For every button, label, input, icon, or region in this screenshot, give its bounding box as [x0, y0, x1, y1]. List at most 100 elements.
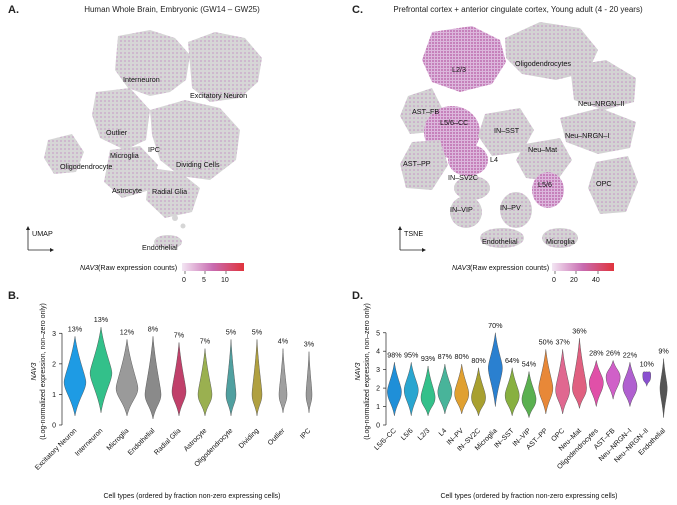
- umap-axis-label: UMAP: [32, 229, 53, 238]
- label-ipc: IPC: [148, 145, 160, 154]
- percent-label: 7%: [174, 330, 185, 339]
- cluster-astpp-blob: [400, 140, 448, 190]
- y-tick-label: 3: [52, 331, 56, 338]
- label-l4: L4: [490, 155, 498, 164]
- violin-15: [622, 362, 638, 407]
- legend-c-colorbar: [552, 263, 614, 271]
- percent-label: 22%: [623, 350, 638, 359]
- violin-2: [403, 362, 419, 416]
- label-radial-glia: Radial Glia: [152, 187, 187, 196]
- y-tick-label: 0: [376, 423, 380, 430]
- legend-c-tick-2: 40: [592, 277, 600, 284]
- percent-label: 87%: [438, 352, 453, 361]
- violin-11: [555, 349, 570, 414]
- violin-10: [305, 351, 313, 413]
- y-tick-label: 5: [376, 330, 380, 337]
- cluster-nrgn1-blob: [560, 108, 636, 154]
- y-tick-label: 0: [52, 423, 56, 430]
- label-in-pv: IN–PV: [500, 203, 521, 212]
- percent-label: 5%: [226, 327, 237, 336]
- category-label: IPC: [299, 427, 312, 440]
- panel-a-title: Human Whole Brain, Embryonic (GW14 – GW2…: [84, 5, 260, 14]
- umap-clusters: [44, 30, 262, 249]
- label-endothelial-c: Endothelial: [482, 237, 518, 246]
- legend-a-tick-0: 0: [182, 277, 186, 284]
- y-tick-label: 2: [376, 386, 380, 393]
- cluster-astro-blob: [104, 146, 158, 198]
- violin-14: [605, 360, 621, 400]
- cluster-nrgn2-blob: [570, 60, 636, 110]
- category-label: L2/3: [417, 427, 432, 442]
- category-label: L5/6–CC: [373, 427, 397, 451]
- category-label: Microglia: [106, 427, 131, 452]
- violin-16: [642, 371, 651, 387]
- legend-c: NAV3 (Raw expression counts) 0 20 40: [452, 263, 614, 284]
- violin-1: [387, 362, 402, 416]
- cluster-oligo-blob: [44, 134, 84, 174]
- label-microglia-c: Microglia: [546, 237, 575, 246]
- y-tick-label: 1: [52, 392, 56, 399]
- cluster-neumat-blob: [516, 138, 572, 182]
- legend-a-tick-2: 10: [221, 277, 229, 284]
- label-in-sv2c: IN–SV2C: [448, 173, 478, 182]
- legend-a-gene: NAV3: [80, 263, 98, 272]
- panel-b-letter: B.: [8, 290, 19, 302]
- violin-8: [504, 367, 520, 416]
- category-label: L4: [438, 427, 449, 438]
- cluster-inpv-blob: [500, 192, 532, 228]
- legend-a-tick-1: 5: [202, 277, 206, 284]
- y-tick-label: 2: [52, 361, 56, 368]
- cluster-insv2c-blob: [454, 176, 490, 200]
- violin-8: [251, 339, 263, 416]
- violin-17: [659, 358, 668, 418]
- y-tick-label: 3: [376, 367, 380, 374]
- y-axis-title: NAV3 (Log-normalized expression, non–zero…: [31, 303, 47, 440]
- legend-c-gene: NAV3: [452, 263, 470, 272]
- cluster-microglia-c-blob: [542, 228, 578, 248]
- y-tick-label: 4: [376, 349, 380, 356]
- label-excitatory-neuron: Excitatory Neuron: [190, 91, 247, 100]
- percent-label: 4%: [278, 337, 289, 346]
- cluster-opc-blob: [588, 156, 638, 214]
- label-interneuron: Interneuron: [123, 75, 160, 84]
- panel-c-letter: C.: [352, 4, 363, 16]
- violin-2: [89, 327, 113, 413]
- percent-label: 8%: [148, 324, 159, 333]
- violin-6: [471, 367, 486, 416]
- violin-9: [521, 371, 537, 418]
- label-dividing-cells: Dividing Cells: [176, 160, 220, 169]
- violin-5: [454, 364, 469, 414]
- violin-9: [278, 348, 288, 413]
- legend-c-tick-1: 20: [570, 277, 578, 284]
- cluster-interneuron-blob: [115, 30, 190, 96]
- percent-label: 12%: [120, 327, 135, 336]
- cluster-l4-blob: [448, 144, 488, 176]
- cluster-outlier-blob: [92, 88, 150, 150]
- violin-chart-d: 0 1 2 3 4 5 NAV3 (Log-normalized expression, no…: [355, 303, 669, 500]
- panel-c-title: Prefrontal cortex + anterior cingulate c…: [393, 5, 643, 14]
- percent-label: 9%: [658, 347, 669, 356]
- percent-label: 70%: [488, 321, 503, 330]
- category-label: Astrocyte: [183, 427, 209, 453]
- legend-c-tick-0: 0: [552, 277, 556, 284]
- label-neu-mat: Neu–Mat: [528, 145, 557, 154]
- violin-4: [144, 336, 162, 419]
- violin-3: [115, 339, 139, 416]
- cluster-excitatory-blob: [188, 32, 262, 102]
- y-axis-title: NAV3 (Log-normalized expression, non–zero…: [355, 303, 371, 440]
- category-label: Radial Glia: [153, 427, 182, 456]
- violin-7: [225, 339, 237, 416]
- violin-1: [63, 336, 87, 416]
- cluster-endothelial-blob: [154, 235, 182, 249]
- label-microglia: Microglia: [110, 151, 139, 160]
- panel-a-letter: A.: [8, 4, 19, 16]
- x-axis-title: Cell types (ordered by fraction non-zero…: [103, 493, 280, 500]
- percent-label: 13%: [68, 324, 83, 333]
- percent-label: 54%: [522, 360, 537, 369]
- legend-a: NAV3 (Raw expression counts) 0 5 10: [80, 263, 244, 284]
- category-label: L5/6: [400, 427, 415, 442]
- violin-3: [420, 365, 436, 416]
- percent-label: 80%: [455, 352, 470, 361]
- panel-d-letter: D.: [352, 290, 363, 302]
